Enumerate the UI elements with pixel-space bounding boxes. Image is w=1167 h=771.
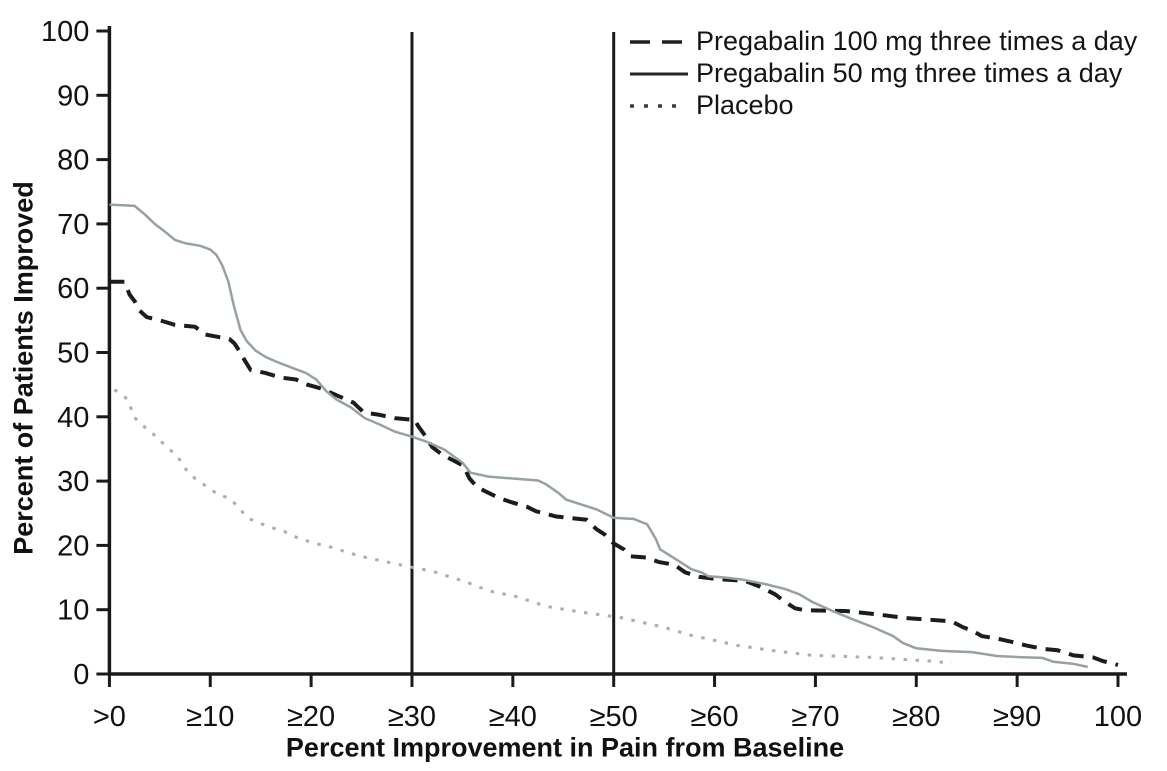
y-tick-label: 50 (57, 338, 89, 370)
x-tick-label: ≥20 (287, 701, 335, 733)
y-tick-label: 10 (57, 595, 89, 627)
x-tick-label: ≥30 (388, 701, 436, 733)
legend: Pregabalin 100 mg three times a day Preg… (630, 27, 1137, 120)
legend-label: Pregabalin 100 mg three times a day (696, 26, 1138, 56)
x-tick-label: ≥90 (993, 701, 1041, 733)
y-tick-label: 70 (57, 209, 89, 241)
y-axis-title: Percent of Patients Improved (8, 181, 39, 555)
legend-item-placebo: Placebo (630, 91, 1137, 120)
legend-label: Pregabalin 50 mg three times a day (696, 58, 1123, 88)
y-tick-label: 60 (57, 273, 89, 305)
legend-item-pregabalin-50: Pregabalin 50 mg three times a day (630, 59, 1137, 88)
y-tick-label: 40 (57, 402, 89, 434)
x-tick-label: ≥80 (892, 701, 940, 733)
y-tick-label: 100 (41, 16, 89, 48)
dotted-line-icon (630, 103, 680, 108)
y-tick-label: 30 (57, 466, 89, 498)
y-tick-label: 20 (57, 530, 89, 562)
series-line-1 (109, 203, 1088, 669)
y-tick-label: 0 (73, 659, 89, 691)
legend-item-pregabalin-100: Pregabalin 100 mg three times a day (630, 27, 1137, 56)
x-tick-label: ≥70 (791, 701, 839, 733)
x-tick-label: >0 (93, 701, 126, 733)
series-line-0 (109, 279, 1119, 667)
dashed-line-icon (630, 39, 688, 44)
x-tick-label: 100 (1094, 701, 1142, 733)
legend-label: Placebo (696, 90, 794, 120)
y-tick-label: 80 (57, 145, 89, 177)
solid-line-icon (630, 72, 688, 75)
x-tick-label: ≥40 (489, 701, 537, 733)
series-line-2 (113, 388, 952, 665)
y-tick-label: 90 (57, 80, 89, 112)
x-axis-title: Percent Improvement in Pain from Baselin… (285, 732, 845, 763)
x-tick-label: ≥10 (186, 701, 234, 733)
x-tick-label: ≥50 (590, 701, 638, 733)
x-tick-label: ≥60 (690, 701, 738, 733)
